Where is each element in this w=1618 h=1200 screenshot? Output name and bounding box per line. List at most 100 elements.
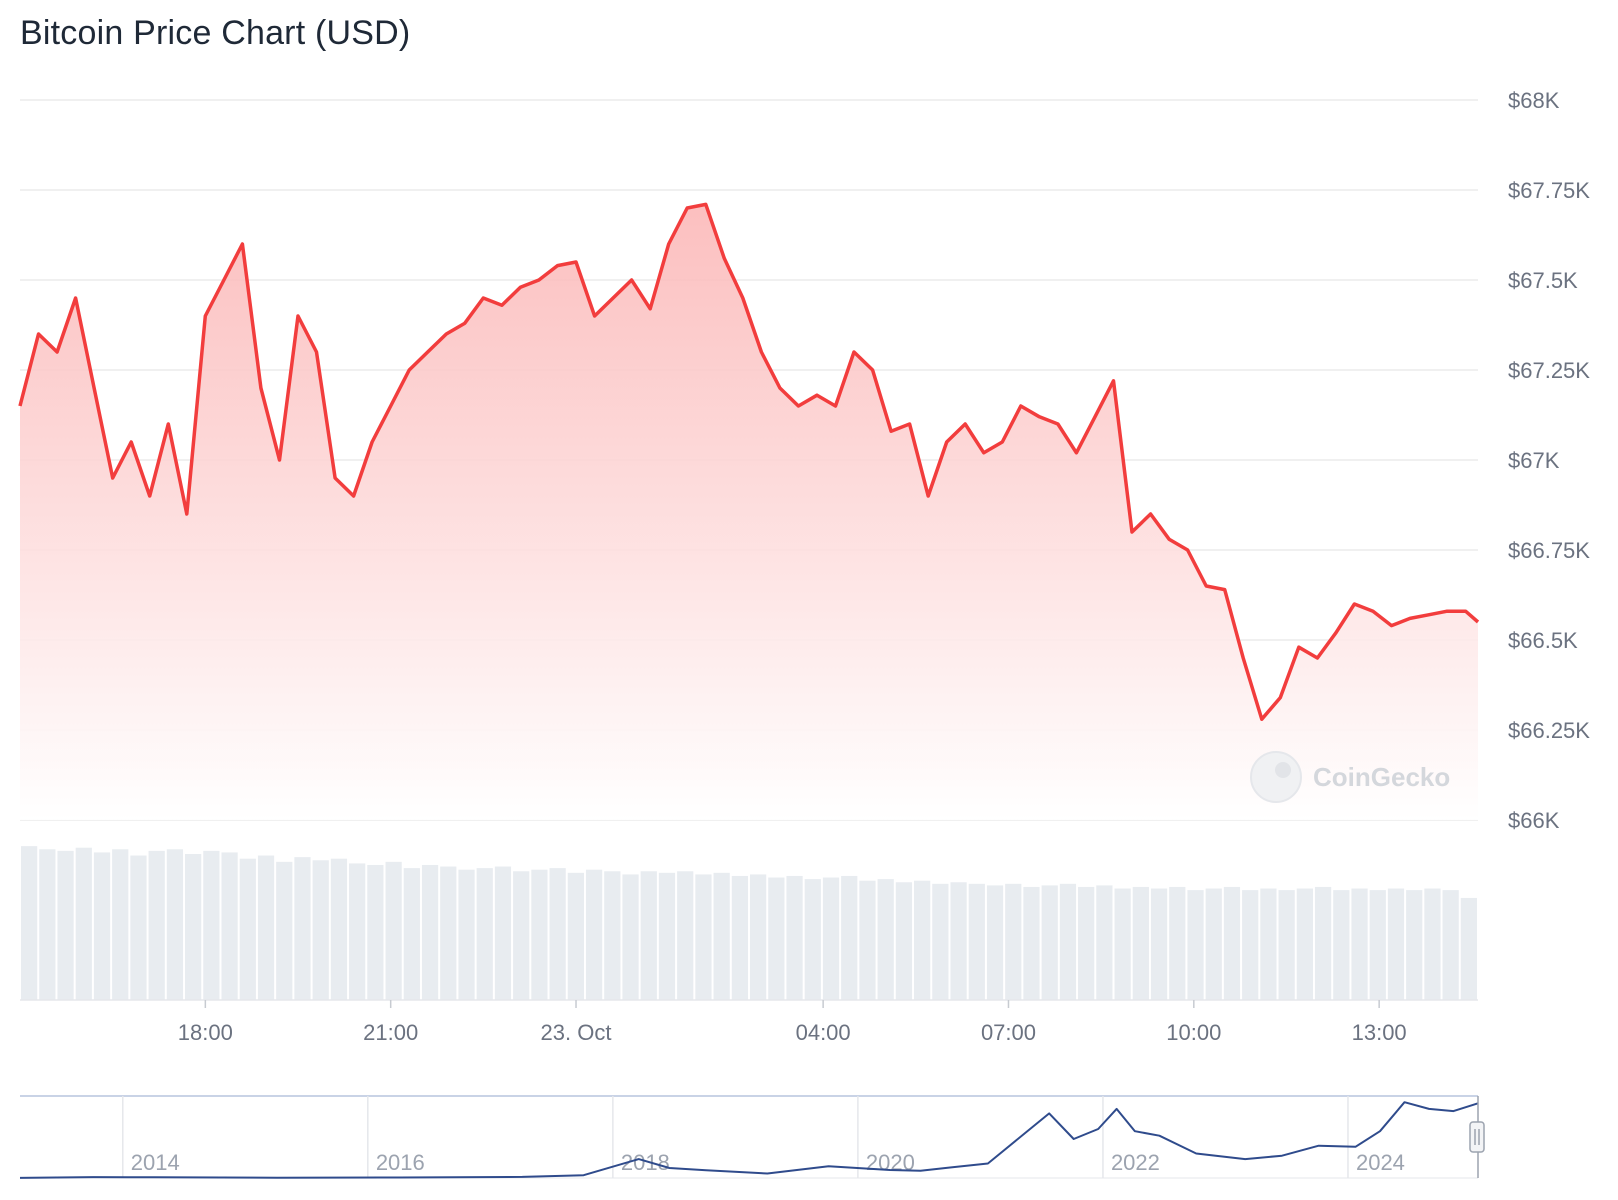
volume-bar bbox=[950, 882, 967, 1000]
x-tick-label: 23. Oct bbox=[541, 1020, 612, 1045]
volume-bar bbox=[1442, 890, 1459, 1000]
y-tick-label: $66K bbox=[1508, 808, 1560, 833]
volume-bar bbox=[367, 864, 384, 1000]
volume-bar bbox=[130, 855, 147, 1000]
volume-bar bbox=[914, 880, 931, 1000]
y-axis: $66K $66.25K $66.5K $66.75K $67K $67.25K $67.5… bbox=[1508, 88, 1590, 833]
navigator-handle-grip[interactable] bbox=[1469, 1121, 1485, 1153]
x-tick-label: 21:00 bbox=[363, 1020, 418, 1045]
volume-bar bbox=[1169, 886, 1186, 1000]
volume-bar bbox=[1369, 890, 1386, 1000]
volume-bar bbox=[822, 877, 840, 1000]
y-tick-label: $66.5K bbox=[1508, 628, 1578, 653]
volume-bar bbox=[312, 860, 329, 1000]
volume-bar bbox=[604, 871, 621, 1000]
volume-bar bbox=[440, 866, 457, 1000]
volume-bar bbox=[1296, 888, 1313, 1000]
volume-bar bbox=[1187, 890, 1204, 1000]
volume-bar bbox=[1041, 885, 1058, 1000]
y-tick-label: $66.25K bbox=[1508, 718, 1590, 743]
volume-bar bbox=[567, 872, 584, 1000]
volume-bar bbox=[1278, 890, 1295, 1000]
volume-bar bbox=[1406, 890, 1423, 1000]
gecko-logo-icon bbox=[1250, 751, 1302, 803]
volume-bar bbox=[877, 879, 894, 1000]
volume-bar bbox=[713, 872, 730, 1000]
volume-bar bbox=[1132, 886, 1149, 1000]
y-tick-label: $68K bbox=[1508, 88, 1560, 113]
y-tick-label: $67K bbox=[1508, 448, 1560, 473]
y-tick-label: $67.25K bbox=[1508, 358, 1590, 383]
volume-bar bbox=[294, 857, 311, 1000]
volume-bar bbox=[986, 885, 1004, 1000]
volume-bar bbox=[786, 875, 803, 1000]
navigator-tick-label: 2016 bbox=[376, 1150, 425, 1175]
volume-bar bbox=[421, 864, 439, 1000]
volume-bar bbox=[1260, 888, 1277, 1000]
volume-bar bbox=[513, 871, 530, 1000]
volume-bar bbox=[239, 858, 256, 1000]
gecko-eye-icon bbox=[1275, 762, 1291, 778]
x-tick-label: 07:00 bbox=[981, 1020, 1036, 1045]
volume-bar bbox=[403, 868, 420, 1000]
volume-bar bbox=[148, 850, 165, 1000]
x-tick-label: 04:00 bbox=[796, 1020, 851, 1045]
time-navigator[interactable]: 2014 2016 2018 2020 2022 2024 bbox=[19, 1095, 1479, 1179]
volume-bar bbox=[330, 858, 348, 1000]
navigator-line bbox=[19, 1101, 1479, 1179]
volume-bar bbox=[1078, 886, 1095, 1000]
x-tick-label: 13:00 bbox=[1352, 1020, 1407, 1045]
volume-bar bbox=[1114, 888, 1131, 1000]
y-tick-label: $66.75K bbox=[1508, 538, 1590, 563]
volume-bar bbox=[257, 855, 275, 1000]
volume-bar bbox=[203, 850, 220, 1000]
volume-bar bbox=[276, 861, 293, 1000]
volume-bars bbox=[20, 846, 1478, 1001]
volume-bar bbox=[1150, 888, 1168, 1000]
volume-bar bbox=[859, 880, 876, 1000]
volume-bar bbox=[476, 868, 493, 1000]
volume-bar bbox=[622, 874, 639, 1000]
volume-bar bbox=[768, 877, 785, 1000]
volume-bar bbox=[166, 849, 184, 1000]
volume-bar bbox=[494, 866, 512, 1000]
volume-bar bbox=[458, 869, 475, 1000]
volume-bar bbox=[75, 847, 92, 1000]
volume-bar bbox=[185, 853, 202, 1000]
volume-bar bbox=[895, 882, 913, 1000]
volume-bar bbox=[1242, 890, 1259, 1000]
volume-bar bbox=[677, 871, 694, 1000]
volume-bar bbox=[731, 875, 748, 1000]
navigator-handle[interactable] bbox=[1469, 1121, 1485, 1153]
volume-bar bbox=[640, 871, 657, 1000]
volume-bar bbox=[1351, 888, 1368, 1000]
price-area-fill bbox=[20, 204, 1478, 820]
volume-bar bbox=[1424, 888, 1441, 1000]
volume-bar bbox=[1096, 885, 1113, 1000]
volume-bar bbox=[39, 849, 56, 1000]
y-tick-label: $67.75K bbox=[1508, 178, 1590, 203]
volume-bar bbox=[932, 883, 949, 1000]
volume-bar bbox=[695, 874, 712, 1000]
x-axis: 18:00 21:00 23. Oct 04:00 07:00 10:00 13:00 bbox=[178, 1000, 1407, 1045]
volume-bar bbox=[804, 879, 821, 1000]
navigator-tick-label: 2022 bbox=[1111, 1150, 1160, 1175]
y-tick-label: $67.5K bbox=[1508, 268, 1578, 293]
volume-bar bbox=[1333, 890, 1350, 1000]
volume-bar bbox=[585, 869, 603, 1000]
volume-bar bbox=[968, 883, 985, 1000]
volume-bar bbox=[385, 861, 402, 1000]
volume-bar bbox=[21, 846, 38, 1000]
price-line bbox=[18, 202, 1480, 721]
price-area bbox=[18, 202, 1480, 820]
volume-bar bbox=[1205, 888, 1222, 1000]
volume-bar bbox=[1460, 897, 1477, 1000]
volume-bar bbox=[1023, 886, 1040, 1000]
volume-bar bbox=[1059, 883, 1077, 1000]
volume-bar bbox=[658, 872, 676, 1000]
navigator-tick-label: 2024 bbox=[1356, 1150, 1405, 1175]
volume-bar bbox=[93, 852, 111, 1000]
volume-bar bbox=[750, 874, 767, 1000]
volume-bar bbox=[221, 852, 238, 1000]
